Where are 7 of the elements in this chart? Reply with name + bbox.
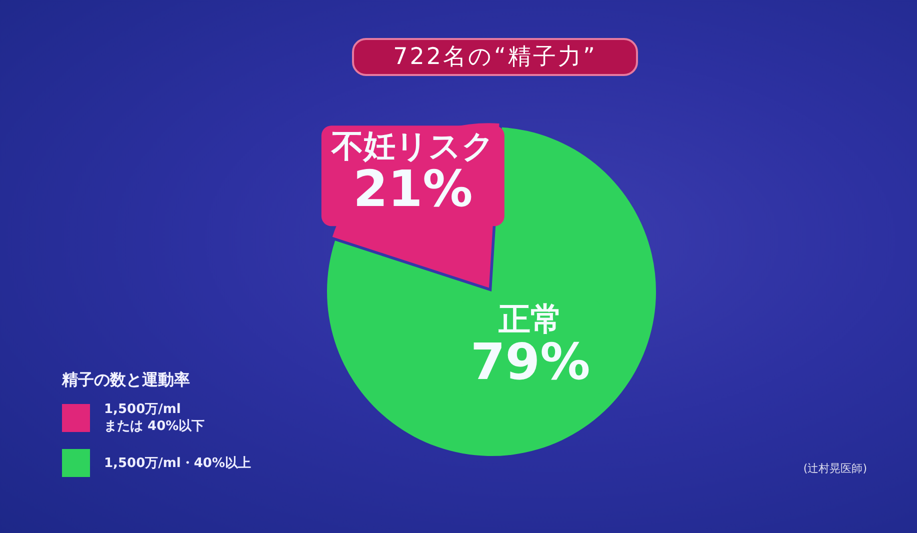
chart-title: 722名の“精子力” — [352, 38, 638, 76]
legend-label: 1,500万/ml または 40%以下 — [104, 401, 205, 435]
data-label: 不妊リスク 21% — [330, 127, 494, 218]
legend-label: 1,500万/ml・40%以上 — [104, 454, 251, 472]
text: (辻村晃医師) — [803, 461, 867, 476]
data-label: 正常 79% — [470, 300, 590, 391]
legend-title: 精子の数と運動率 — [62, 370, 191, 391]
